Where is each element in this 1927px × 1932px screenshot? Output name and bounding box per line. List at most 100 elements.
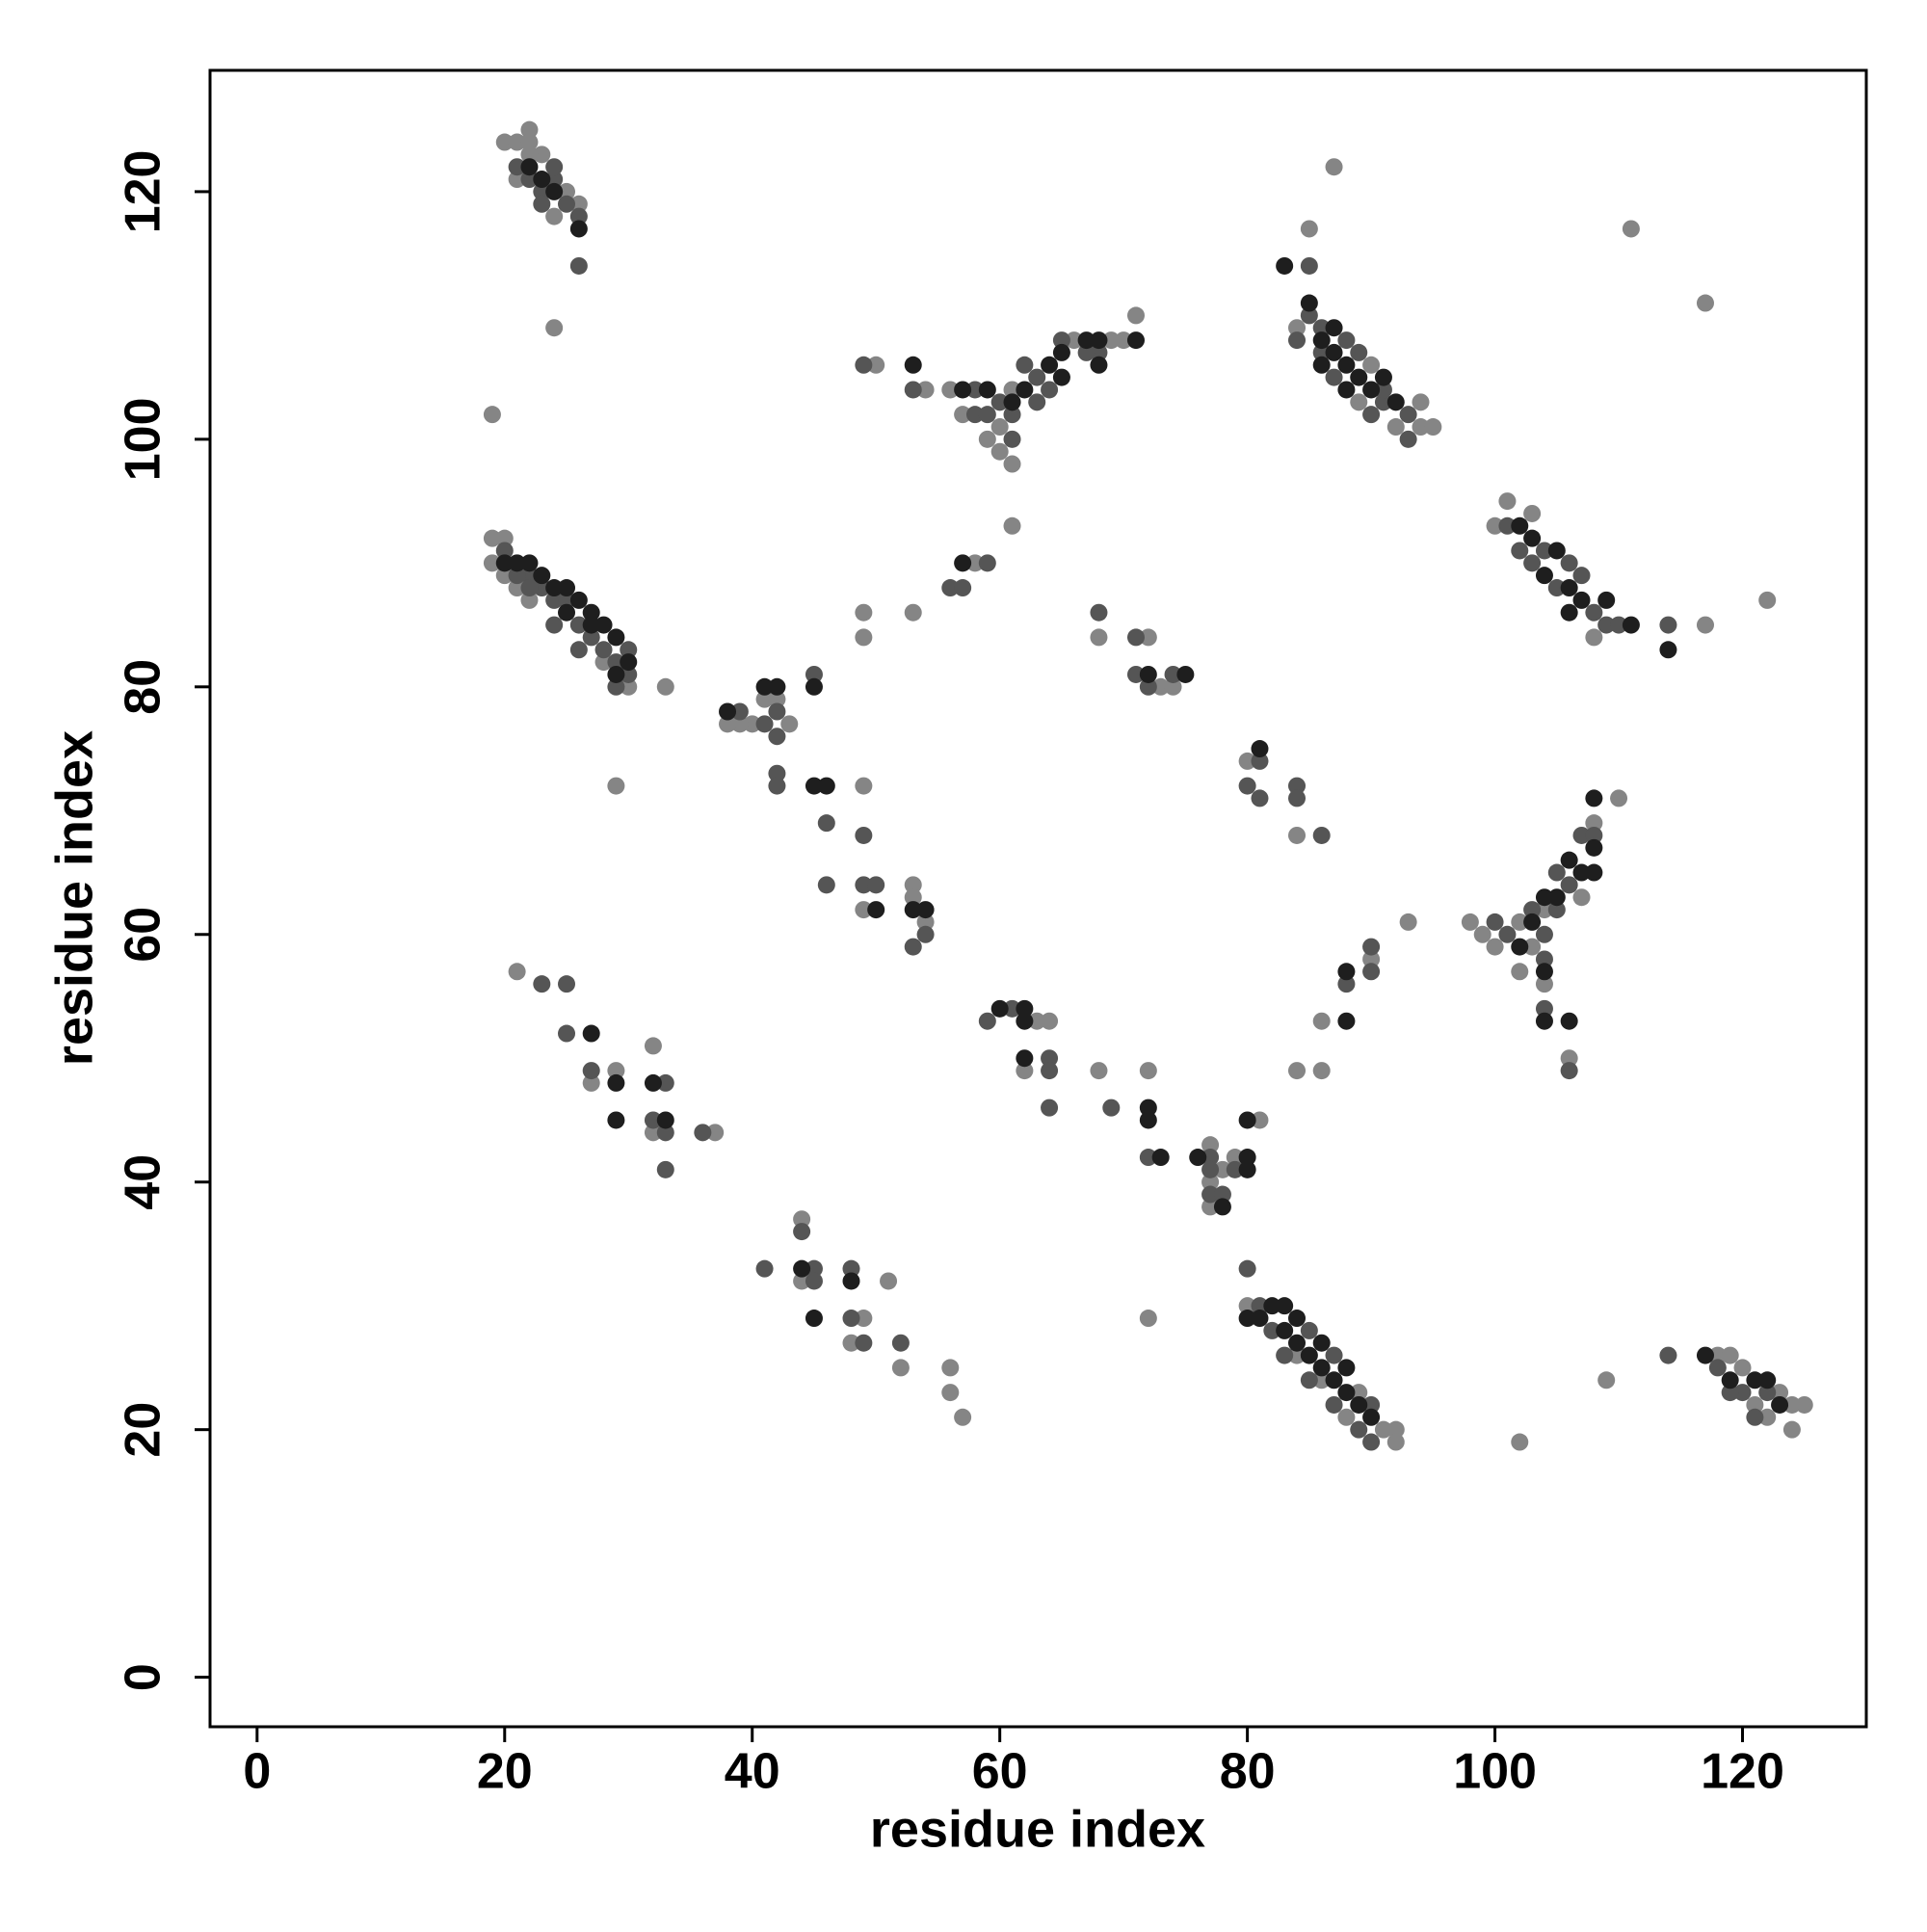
point (1350, 1384, 1368, 1402)
point (1016, 999, 1034, 1018)
point (1213, 1198, 1231, 1216)
point (607, 653, 625, 672)
point (1696, 294, 1714, 312)
point (990, 999, 1009, 1018)
point (1077, 331, 1095, 350)
point (1622, 220, 1640, 238)
point (1102, 1098, 1121, 1117)
point (1511, 963, 1529, 981)
point (1041, 1012, 1059, 1030)
point (1300, 294, 1318, 312)
point (1238, 1259, 1256, 1278)
point (1511, 542, 1529, 560)
point (1622, 616, 1640, 634)
point (620, 653, 638, 672)
point (607, 777, 625, 795)
point (805, 1259, 823, 1278)
point (793, 1259, 811, 1278)
point (954, 579, 972, 597)
point (1374, 1420, 1392, 1439)
point (607, 1062, 625, 1080)
point (1758, 1371, 1777, 1389)
point (533, 182, 551, 200)
point (1585, 789, 1603, 807)
point (644, 1037, 662, 1055)
point (520, 133, 539, 151)
point (1288, 789, 1307, 807)
point (508, 567, 526, 585)
point (1151, 1149, 1170, 1167)
point (1572, 863, 1591, 882)
point (793, 1223, 811, 1241)
point (520, 158, 539, 176)
point (1374, 368, 1392, 386)
point (1733, 1384, 1752, 1402)
point (1016, 1062, 1034, 1080)
point (620, 641, 638, 659)
point (533, 567, 551, 585)
point (1238, 777, 1256, 795)
point (891, 1334, 910, 1352)
point (755, 715, 774, 733)
point (1337, 381, 1356, 399)
point (620, 677, 638, 696)
point (1139, 665, 1157, 683)
point (1300, 1321, 1318, 1339)
point (755, 690, 774, 708)
point (483, 529, 501, 547)
point (941, 1359, 960, 1377)
point (1337, 963, 1356, 981)
point (1399, 913, 1417, 931)
point (842, 1259, 860, 1278)
point (1585, 603, 1603, 622)
point (1201, 1173, 1220, 1191)
point (1003, 406, 1021, 424)
point (1597, 1371, 1616, 1389)
point (768, 677, 786, 696)
point (694, 1124, 712, 1142)
point (1486, 938, 1504, 956)
point (1461, 913, 1479, 931)
point (1560, 876, 1578, 894)
point (990, 442, 1009, 461)
point (1090, 1062, 1108, 1080)
point (1288, 1334, 1307, 1352)
point (1139, 628, 1157, 647)
point (1535, 567, 1553, 585)
point (508, 158, 526, 176)
point (558, 975, 576, 993)
point (607, 665, 625, 683)
point (1597, 616, 1616, 634)
point (1090, 356, 1108, 374)
point (1312, 356, 1331, 374)
point (1263, 1297, 1281, 1315)
point (965, 406, 984, 424)
point (1498, 925, 1517, 943)
point (1090, 331, 1108, 350)
point (582, 1073, 600, 1092)
point (1659, 616, 1677, 634)
point (1312, 1359, 1331, 1377)
x-tick-label: 60 (972, 1744, 1028, 1800)
point (1547, 542, 1566, 560)
point (805, 677, 823, 696)
point (1238, 1160, 1256, 1178)
point (916, 913, 935, 931)
point (644, 1073, 662, 1092)
point (1535, 542, 1553, 560)
point (1288, 777, 1307, 795)
point (1424, 418, 1442, 437)
point (1560, 851, 1578, 869)
x-axis-title: residue index (870, 1800, 1205, 1858)
point (855, 603, 873, 622)
point (582, 628, 600, 647)
point (582, 1024, 600, 1043)
point (1535, 963, 1553, 981)
y-tick-label: 20 (116, 1402, 172, 1458)
point (855, 901, 873, 919)
point (1511, 938, 1529, 956)
point (656, 1160, 674, 1178)
point (656, 1073, 674, 1092)
point (941, 579, 960, 597)
